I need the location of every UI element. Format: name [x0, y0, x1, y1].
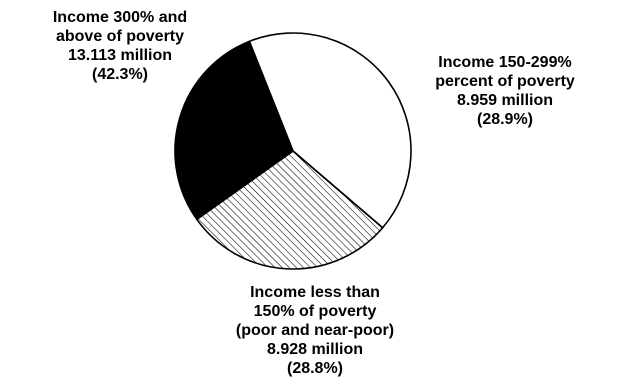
slice-label-150-299: Income 150-299% percent of poverty 8.959… [400, 53, 610, 129]
slice-value: 8.959 million [456, 92, 554, 109]
slice-value: 8.928 million [266, 341, 364, 358]
slice-label-300-and-above: Income 300% and above of poverty 13.113 … [0, 8, 240, 84]
slice-value: 13.113 million [67, 47, 173, 64]
slice-label-line: Income less than [250, 284, 380, 301]
pie-slice-white [248, 32, 412, 229]
slice-label-line: 150% of poverty [253, 303, 377, 320]
slice-label-line: (poor and near-poor) [235, 322, 395, 339]
pie-slice-hatched [195, 150, 384, 270]
slice-percent: (28.8%) [286, 360, 344, 377]
slice-label-line: Income 300% and [52, 9, 188, 26]
slice-label-less-than-150: Income less than 150% of poverty (poor a… [190, 283, 440, 378]
slice-label-line: Income 150-299% [438, 54, 572, 71]
pie-slice-black [174, 40, 294, 221]
slice-percent: (28.9%) [476, 111, 534, 128]
slice-percent: (42.3%) [91, 66, 149, 83]
slice-label-line: percent of poverty [435, 73, 575, 90]
slice-label-line: above of poverty [55, 28, 185, 45]
